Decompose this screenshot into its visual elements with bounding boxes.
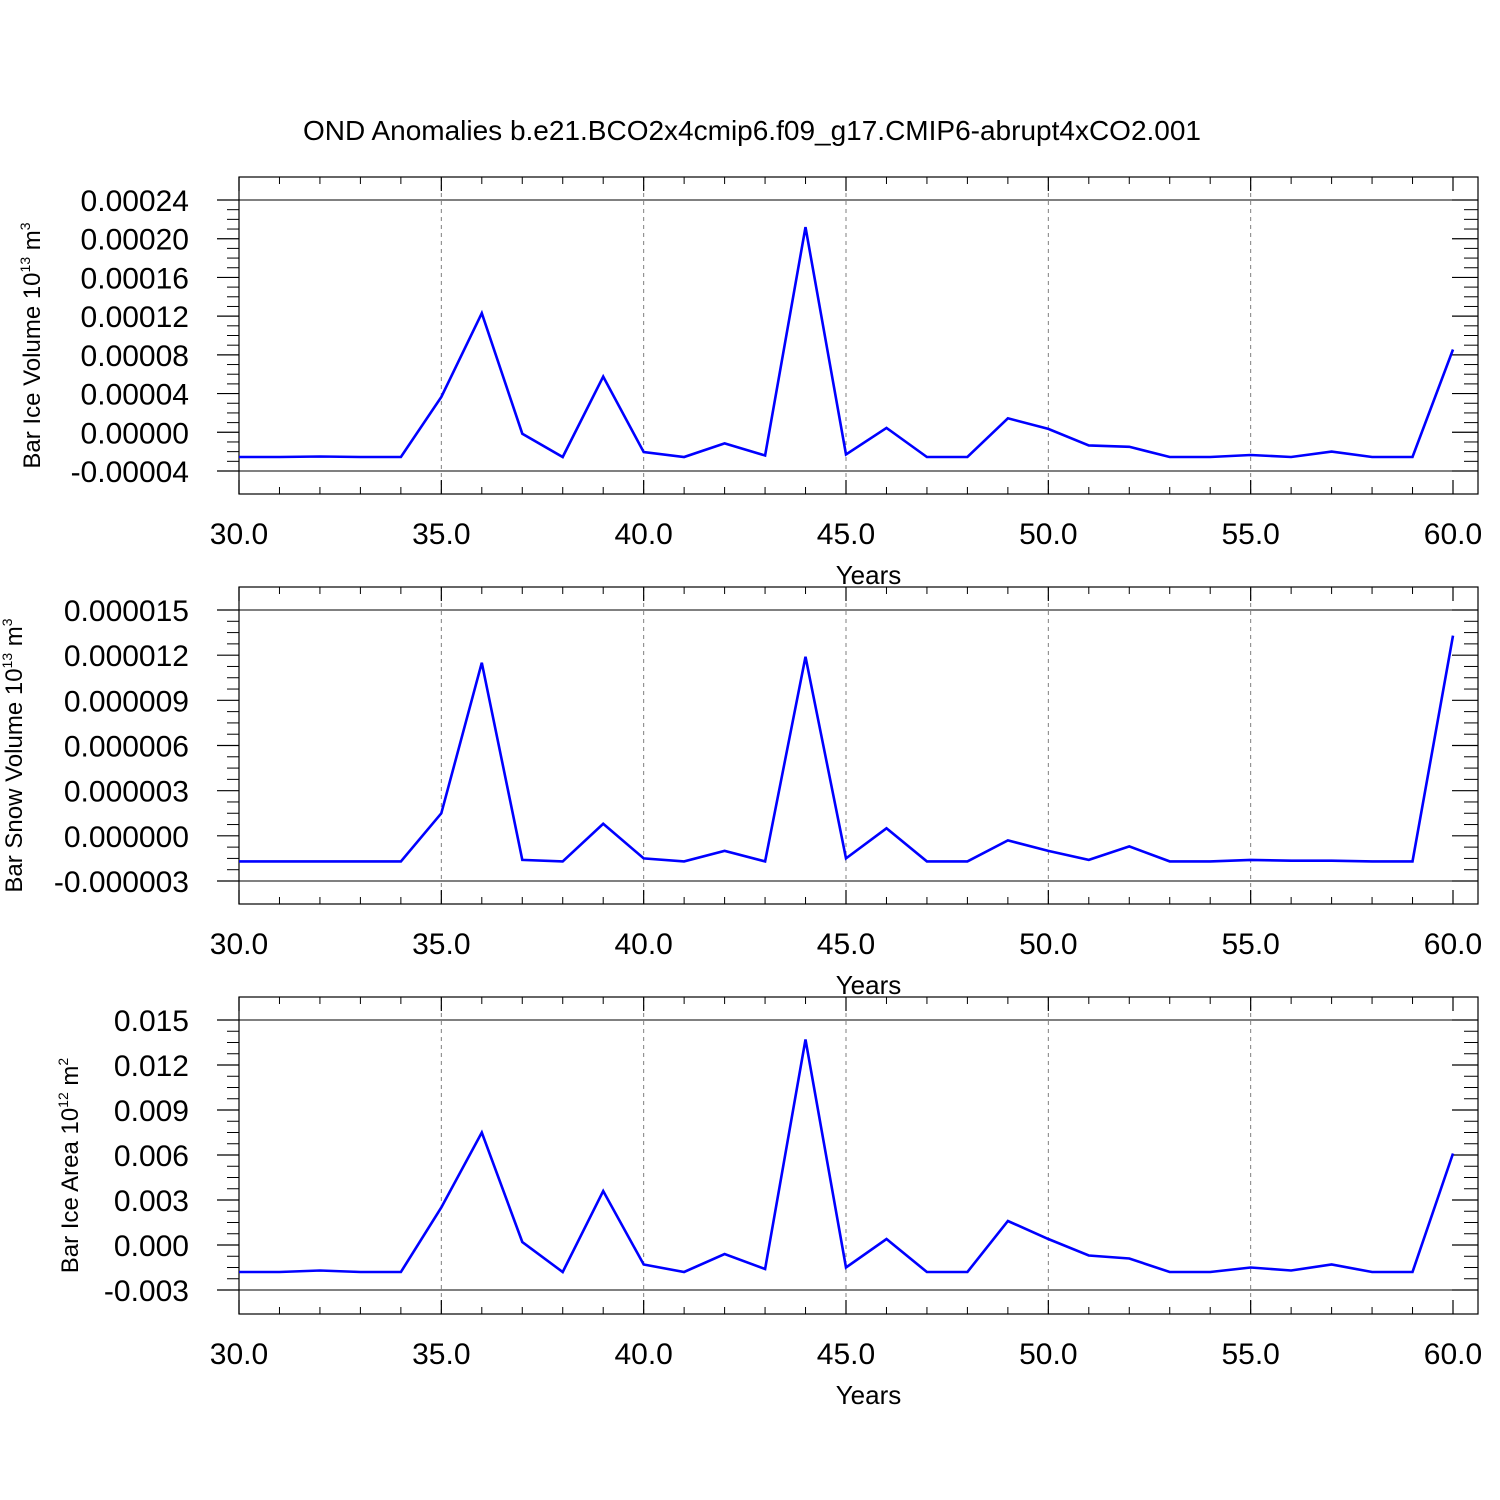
y-tick-label: 0.009 [114, 1095, 189, 1128]
x-tick-label: 50.0 [1019, 518, 1077, 551]
panel-2: 30.0 35.0 40.0 45.0 50.0 55.0 60.0 -0.000003 0.0… [0, 586, 1482, 1000]
series-line [239, 1039, 1455, 1274]
y-tick-label: 0.015 [114, 1005, 189, 1038]
x-tick-label: 55.0 [1221, 1338, 1279, 1371]
y-tick-label: 0.00008 [81, 340, 189, 373]
y-tick-label: 0.000009 [64, 685, 189, 718]
x-tick-label: 60.0 [1424, 1338, 1482, 1371]
y-axis-label: Bar Ice Area 1012 m2 [55, 1058, 84, 1274]
y-tick-label: -0.003 [104, 1275, 189, 1308]
y-tick-label: 0.00004 [81, 379, 189, 412]
y-tick-label: -0.00004 [71, 456, 189, 489]
x-tick-label: 60.0 [1424, 518, 1482, 551]
y-tick-label: 0.00012 [81, 301, 189, 334]
y-tick-label: 0.00020 [81, 224, 189, 257]
y-axis-label: Bar Snow Volume 1013 m3 [0, 618, 28, 892]
y-axis-label: Bar Ice Volume 1013 m3 [17, 222, 46, 468]
plot-frame [238, 996, 1479, 1315]
y-tick-label: 0.00024 [81, 185, 189, 218]
x-tick-label: 40.0 [614, 518, 672, 551]
y-tick-label: 0.000015 [64, 595, 189, 628]
x-tick-label: 55.0 [1221, 928, 1279, 961]
y-tick-label: 0.000000 [64, 821, 189, 854]
y-tick-label: 0.000012 [64, 640, 189, 673]
x-tick-label: 50.0 [1019, 928, 1077, 961]
x-tick-label: 50.0 [1019, 1338, 1077, 1371]
y-tick-label: 0.000006 [64, 731, 189, 764]
x-tick-label: 45.0 [817, 1338, 875, 1371]
y-tick-label: 0.000 [114, 1230, 189, 1263]
x-tick-label: 40.0 [614, 1338, 672, 1371]
y-tick-label: 0.00016 [81, 262, 189, 295]
x-tick-label: 30.0 [210, 928, 268, 961]
y-tick-label: 0.006 [114, 1140, 189, 1173]
series-line [239, 635, 1455, 864]
panel-3: 30.0 35.0 40.0 45.0 50.0 55.0 60.0 -0.003 0.000 0… [55, 996, 1482, 1410]
panel-1: 30.0 35.0 40.0 45.0 50.0 55.0 60.0 -0.00004 0.00… [17, 176, 1482, 590]
x-tick-label: 45.0 [817, 518, 875, 551]
x-tick-label: 55.0 [1221, 518, 1279, 551]
x-axis-label: Years [836, 560, 902, 590]
y-tick-label: -0.000003 [54, 866, 189, 899]
x-tick-label: 45.0 [817, 928, 875, 961]
x-axis-label: Years [836, 970, 902, 1000]
x-axis-label: Years [836, 1380, 902, 1410]
series-line [239, 226, 1455, 459]
x-tick-label: 40.0 [614, 928, 672, 961]
x-tick-label: 35.0 [412, 518, 470, 551]
x-tick-label: 35.0 [412, 1338, 470, 1371]
y-tick-label: 0.000003 [64, 776, 189, 809]
x-tick-label: 30.0 [210, 1338, 268, 1371]
x-tick-label: 30.0 [210, 518, 268, 551]
y-tick-label: 0.003 [114, 1185, 189, 1218]
y-tick-label: 0.012 [114, 1050, 189, 1083]
x-tick-label: 60.0 [1424, 928, 1482, 961]
y-tick-label: 0.00000 [81, 417, 189, 450]
chart-title: OND Anomalies b.e21.BCO2x4cmip6.f09_g17.… [303, 115, 1201, 146]
x-tick-label: 35.0 [412, 928, 470, 961]
plot-frame [238, 586, 1479, 905]
